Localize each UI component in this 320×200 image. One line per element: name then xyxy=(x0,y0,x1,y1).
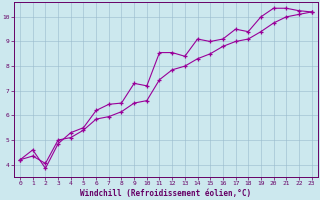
X-axis label: Windchill (Refroidissement éolien,°C): Windchill (Refroidissement éolien,°C) xyxy=(80,189,252,198)
